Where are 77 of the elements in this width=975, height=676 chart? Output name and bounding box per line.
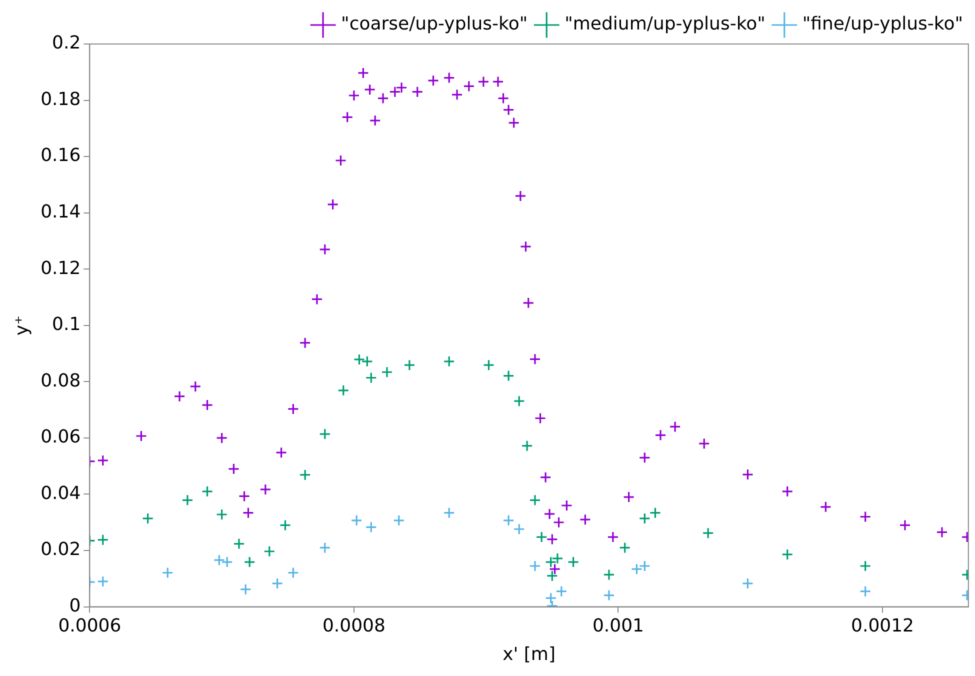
point [513, 523, 525, 535]
x-tick-label: 0.0006 [58, 615, 122, 636]
point [319, 542, 331, 554]
y-tick-label: 0.2 [52, 32, 81, 54]
y-tick-label: 0.1 [52, 314, 81, 336]
y-tick-label: 0.06 [40, 426, 81, 448]
point [381, 366, 393, 378]
legend-label: "fine/up-yplus-ko" [802, 14, 964, 35]
legend-label: "coarse/up-yplus-ko" [341, 14, 528, 35]
y-tick-label: 0.04 [40, 482, 81, 504]
point [365, 521, 377, 533]
point [338, 384, 350, 396]
point [529, 560, 541, 572]
point [162, 566, 174, 579]
point [443, 507, 455, 519]
point [244, 556, 256, 568]
point [142, 512, 154, 524]
point [97, 576, 109, 588]
point [216, 508, 228, 520]
point [638, 512, 650, 524]
x-tick-label: 0.0008 [322, 615, 386, 636]
point [638, 560, 650, 572]
point [521, 440, 533, 452]
point [603, 589, 615, 602]
point [272, 578, 284, 590]
x-tick-label: 0.001 [592, 615, 644, 636]
point [221, 556, 233, 568]
point [361, 356, 373, 368]
point [545, 592, 557, 604]
point [649, 507, 662, 519]
point [860, 586, 872, 598]
point [97, 534, 109, 546]
point [233, 538, 245, 550]
y-tick-label: 0.12 [40, 258, 81, 279]
point [182, 494, 194, 506]
point [404, 359, 416, 371]
point [568, 556, 580, 568]
point [552, 552, 564, 564]
point [264, 546, 276, 558]
point [545, 556, 557, 568]
point [860, 560, 872, 572]
point [393, 514, 405, 526]
point [782, 548, 794, 560]
point [319, 428, 331, 440]
point [353, 354, 366, 366]
y-tick-label: 0 [69, 595, 81, 616]
point [630, 563, 643, 575]
point [201, 486, 214, 498]
y-tick-label: 0.14 [40, 202, 81, 223]
y-tick-label: 0.18 [40, 88, 81, 110]
point [279, 519, 292, 531]
point [299, 469, 311, 481]
point [742, 578, 754, 590]
point [443, 356, 455, 368]
y-tick-label: 0.16 [40, 145, 81, 166]
y-tick-label: 0.08 [40, 370, 81, 392]
x-axis-title: x' [m] [502, 644, 556, 665]
point [502, 514, 514, 526]
point [482, 359, 495, 371]
point [365, 372, 377, 384]
point [702, 527, 714, 539]
legend-label: "medium/up-yplus-ko" [564, 14, 766, 35]
point [502, 370, 514, 382]
point [240, 584, 252, 596]
point [213, 554, 225, 566]
point [603, 568, 615, 581]
point [619, 542, 631, 554]
point [350, 514, 362, 526]
point [556, 586, 568, 598]
y-tick-label: 0.02 [40, 539, 81, 560]
x-tick-label: 0.0012 [851, 615, 914, 636]
point [529, 494, 541, 506]
y-axis-title: y⁺ [11, 315, 32, 336]
point [546, 570, 558, 582]
point [536, 531, 548, 543]
point [287, 566, 299, 579]
point [513, 395, 525, 407]
